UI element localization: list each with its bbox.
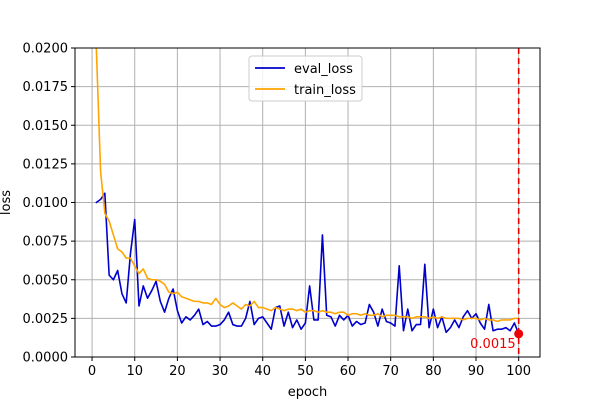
best-eval-value-label: 0.0015 <box>470 337 516 352</box>
series-layer <box>95 48 520 335</box>
x-axis-label: epoch <box>288 385 328 400</box>
y-tick-label: 0.0125 <box>23 157 69 172</box>
x-tick-label: 100 <box>506 364 531 379</box>
x-tick-label: 50 <box>297 364 314 379</box>
y-tick-label: 0.0075 <box>23 235 69 250</box>
x-tick-label: 0 <box>88 364 96 379</box>
y-tick-label: 0.0050 <box>23 273 69 288</box>
y-tick-label: 0.0200 <box>23 42 69 57</box>
annotation-layer: 0.0015 <box>470 48 524 357</box>
legend-label: train_loss <box>294 83 356 98</box>
x-tick-label: 90 <box>468 364 485 379</box>
series-line-eval-loss <box>95 192 520 335</box>
y-tick-label: 0.0150 <box>23 119 69 134</box>
best-eval-point <box>514 329 524 339</box>
series-line-train-loss <box>95 48 520 323</box>
x-tick-label: 10 <box>126 364 143 379</box>
legend-label: eval_loss <box>294 62 353 77</box>
y-tick-label: 0.0000 <box>23 351 69 366</box>
x-tick-label: 70 <box>382 364 399 379</box>
x-tick-label: 80 <box>425 364 442 379</box>
x-tick-label: 20 <box>169 364 186 379</box>
x-tick-label: 60 <box>340 364 357 379</box>
y-tick-label: 0.0175 <box>23 80 69 95</box>
y-axis-ticks: 0.0000 0.0025 0.0050 0.0075 0.0100 0.0125 0.01… <box>23 42 75 366</box>
y-tick-label: 0.0025 <box>23 312 69 327</box>
x-tick-label: 30 <box>212 364 229 379</box>
y-tick-label: 0.0100 <box>23 196 69 211</box>
legend: eval_loss train_loss <box>248 55 363 102</box>
y-axis-label: loss <box>0 190 14 215</box>
x-tick-label: 40 <box>254 364 271 379</box>
x-axis-ticks: 0 10 20 30 40 50 60 70 80 90 100 <box>88 357 531 379</box>
